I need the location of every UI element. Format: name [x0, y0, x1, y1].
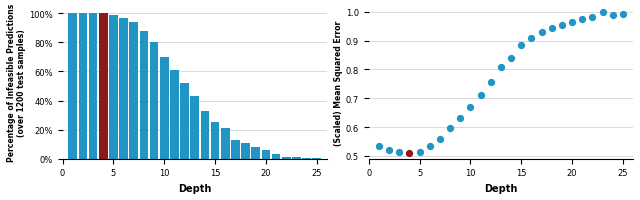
- Point: [607, 14, 618, 17]
- Point: [404, 152, 415, 155]
- Point: [526, 37, 536, 40]
- Bar: [68, 14, 77, 159]
- X-axis label: Depth: Depth: [178, 183, 211, 193]
- Point: [394, 150, 404, 153]
- Point: [476, 94, 486, 97]
- Point: [577, 18, 588, 21]
- X-axis label: Depth: Depth: [484, 183, 518, 193]
- Bar: [302, 158, 311, 159]
- Bar: [200, 111, 209, 159]
- Point: [516, 44, 526, 47]
- Bar: [292, 158, 301, 159]
- Bar: [170, 71, 179, 159]
- Point: [414, 150, 424, 153]
- Y-axis label: (Scaled) Mean Squared Error: (Scaled) Mean Squared Error: [334, 21, 343, 145]
- Point: [455, 117, 465, 120]
- Point: [486, 81, 496, 85]
- Bar: [252, 147, 260, 159]
- Point: [597, 11, 607, 14]
- Point: [496, 66, 506, 69]
- Point: [567, 21, 577, 24]
- Point: [506, 57, 516, 60]
- Bar: [140, 32, 148, 159]
- Point: [557, 24, 567, 27]
- Point: [588, 17, 598, 20]
- Bar: [231, 140, 240, 159]
- Bar: [272, 155, 280, 159]
- Bar: [119, 18, 128, 159]
- Bar: [282, 157, 291, 159]
- Bar: [129, 23, 138, 159]
- Bar: [109, 16, 118, 159]
- Point: [374, 144, 384, 148]
- Bar: [99, 14, 108, 159]
- Bar: [191, 97, 199, 159]
- Point: [536, 31, 547, 34]
- Point: [547, 27, 557, 30]
- Point: [435, 137, 445, 140]
- Point: [384, 149, 394, 152]
- Point: [465, 106, 476, 110]
- Bar: [79, 14, 87, 159]
- Point: [424, 144, 435, 148]
- Bar: [160, 58, 168, 159]
- Point: [618, 13, 628, 17]
- Y-axis label: Percentage of Infeasible Predictions
(over 1200 test samples): Percentage of Infeasible Predictions (ov…: [7, 4, 26, 162]
- Bar: [211, 123, 220, 159]
- Bar: [241, 143, 250, 159]
- Bar: [180, 84, 189, 159]
- Bar: [221, 129, 230, 159]
- Bar: [89, 14, 97, 159]
- Bar: [150, 43, 159, 159]
- Bar: [262, 150, 270, 159]
- Point: [445, 127, 455, 130]
